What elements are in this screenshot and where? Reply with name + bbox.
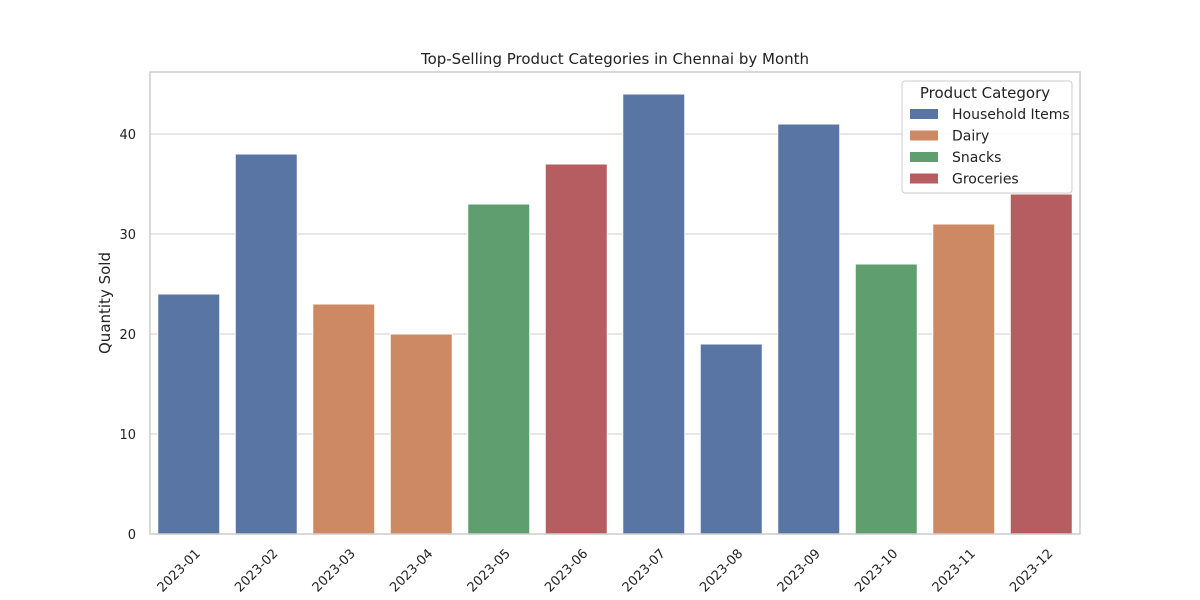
bar-2023-03 xyxy=(312,303,376,535)
x-tick-label: 2023-07 xyxy=(620,546,669,595)
x-tick-label: 2023-12 xyxy=(1007,546,1056,595)
x-tick-label: 2023-05 xyxy=(465,546,514,595)
legend-swatch xyxy=(910,130,938,141)
bar-2023-11 xyxy=(932,223,996,535)
y-tick-label: 0 xyxy=(128,528,136,543)
legend-label: Household Items xyxy=(952,107,1070,123)
legend-label: Dairy xyxy=(952,129,989,145)
y-tick-label: 30 xyxy=(119,228,136,243)
bar-2023-04 xyxy=(389,333,453,535)
y-axis-label: Quantity Sold xyxy=(96,252,114,354)
x-tick-label: 2023-02 xyxy=(232,546,281,595)
bar-2023-06 xyxy=(544,163,608,535)
x-tick-label: 2023-08 xyxy=(697,546,746,595)
bar-2023-10 xyxy=(854,263,918,535)
plot-frame xyxy=(149,71,1081,535)
legend-label: Snacks xyxy=(952,150,1001,166)
legend-swatch xyxy=(910,109,938,119)
bar-2023-07 xyxy=(622,93,686,535)
legend-box xyxy=(901,80,1073,194)
legend: Product Category Household Items Dairy Snac… xyxy=(901,80,1073,194)
x-tick-label: 2023-03 xyxy=(310,546,359,595)
legend-label: Groceries xyxy=(952,172,1019,188)
y-tick-label: 20 xyxy=(119,328,136,343)
x-tick-label: 2023-11 xyxy=(930,546,979,595)
chart-title: Top-Selling Product Categories in Chenna… xyxy=(420,50,809,68)
x-tick-label: 2023-10 xyxy=(852,546,901,595)
bar-2023-01 xyxy=(157,293,221,535)
y-tick-label: 40 xyxy=(119,128,136,143)
bar-2023-09 xyxy=(777,123,841,535)
bar-2023-02 xyxy=(234,153,298,535)
bar-2023-05 xyxy=(467,203,531,535)
bar-2023-08 xyxy=(699,343,763,535)
x-tick-label: 2023-06 xyxy=(542,546,591,595)
x-tick-label: 2023-09 xyxy=(775,546,824,595)
x-tick-label: 2023-04 xyxy=(387,546,436,595)
y-tick-label: 10 xyxy=(119,428,136,443)
legend-swatch xyxy=(910,152,938,162)
x-tick-label: 2023-01 xyxy=(155,546,204,595)
legend-title: Product Category xyxy=(920,84,1050,102)
legend-swatch xyxy=(910,173,938,184)
bars xyxy=(157,93,1073,535)
bar-2023-12 xyxy=(1009,193,1073,535)
